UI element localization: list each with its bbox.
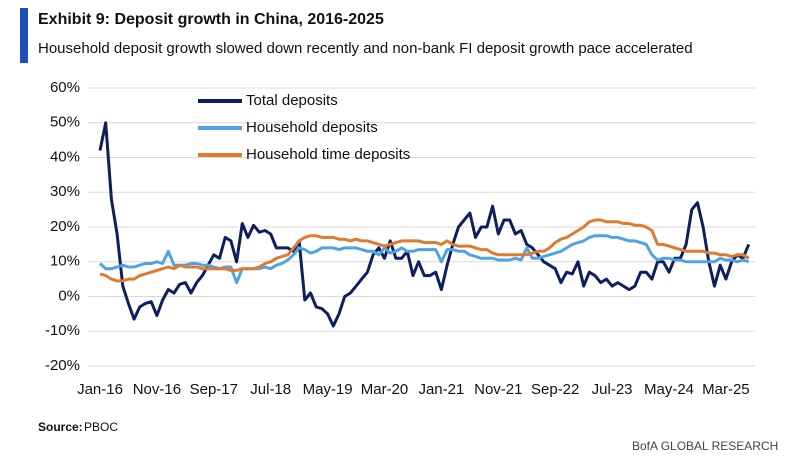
title-accent — [20, 8, 28, 63]
x-tick-label: Mar-20 — [361, 381, 409, 398]
x-tick-label: Jul-23 — [592, 381, 633, 398]
series-line — [98, 121, 751, 328]
legend-label: Total deposits — [246, 92, 338, 109]
x-tick-label: May-19 — [303, 381, 353, 398]
x-tick-label: Mar-25 — [702, 381, 750, 398]
legend-label: Household deposits — [246, 119, 378, 136]
y-tick-label: 50% — [50, 114, 80, 131]
series-line — [98, 234, 750, 285]
y-tick-label: 30% — [50, 183, 80, 200]
x-tick-label: Sep-22 — [531, 381, 579, 398]
y-tick-label: 40% — [50, 148, 80, 165]
y-tick-label: 0% — [58, 287, 80, 304]
x-tick-label: Jul-18 — [250, 381, 291, 398]
x-tick-label: Nov-21 — [474, 381, 522, 398]
legend-label: Household time deposits — [246, 146, 410, 163]
x-tick-label: Jan-16 — [77, 381, 123, 398]
source: PBOC — [84, 420, 118, 434]
x-tick-label: Nov-16 — [133, 381, 181, 398]
y-tick-label: 20% — [50, 218, 80, 235]
chart-title: Exhibit 9: Deposit growth in China, 2016… — [38, 11, 384, 28]
x-tick-label: Jan-21 — [418, 381, 464, 398]
y-tick-label: -10% — [45, 322, 80, 339]
chart-subtitle: Household deposit growth slowed down rec… — [38, 40, 693, 57]
series-line — [99, 218, 750, 283]
x-tick-label: Sep-17 — [190, 381, 238, 398]
x-tick-label: May-24 — [644, 381, 694, 398]
source-label: Source: — [38, 420, 83, 434]
brand: BofA GLOBAL RESEARCH — [632, 439, 778, 453]
y-tick-label: 60% — [50, 79, 80, 96]
y-tick-label: 10% — [50, 253, 80, 270]
y-tick-label: -20% — [45, 357, 80, 374]
